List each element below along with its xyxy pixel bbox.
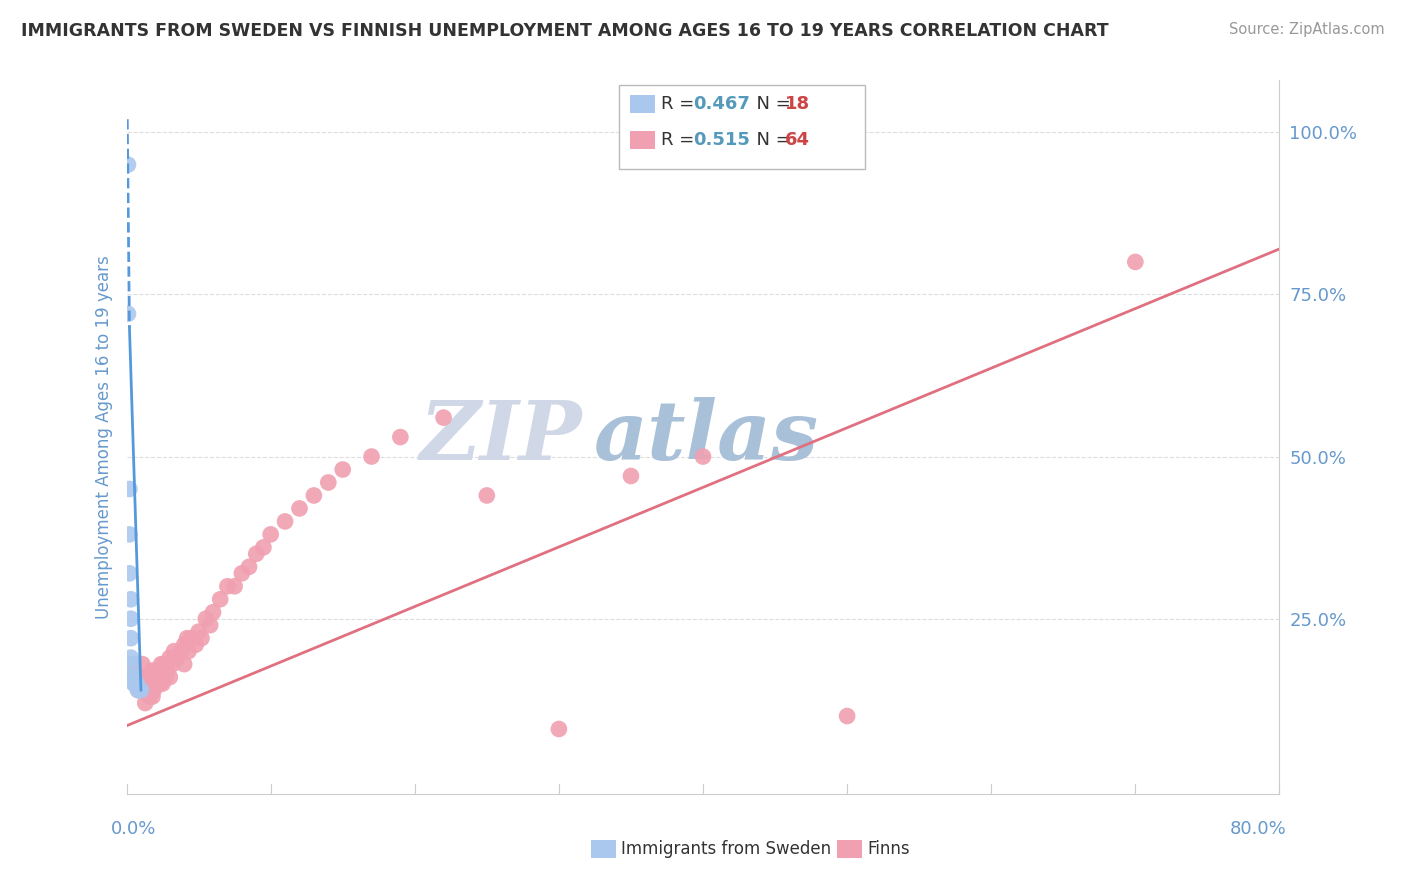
Point: [142, 683, 165, 698]
Point: [118, 482, 141, 496]
Point: [259, 527, 281, 541]
Point: [128, 683, 150, 698]
Point: [120, 592, 142, 607]
Point: [433, 410, 456, 425]
Point: [124, 676, 146, 690]
Point: [153, 657, 176, 672]
Point: [177, 644, 200, 658]
Text: ZIP: ZIP: [419, 397, 582, 477]
Text: Source: ZipAtlas.com: Source: ZipAtlas.com: [1229, 22, 1385, 37]
Point: [141, 664, 163, 678]
Point: [141, 690, 163, 704]
Text: 18: 18: [785, 95, 810, 113]
Point: [194, 612, 217, 626]
Point: [238, 559, 260, 574]
Point: [217, 579, 239, 593]
Point: [155, 670, 177, 684]
Point: [360, 450, 382, 464]
Point: [127, 683, 149, 698]
Text: R =: R =: [661, 95, 700, 113]
Point: [129, 683, 152, 698]
Y-axis label: Unemployment Among Ages 16 to 19 years: Unemployment Among Ages 16 to 19 years: [94, 255, 112, 619]
Text: N =: N =: [745, 131, 797, 149]
Point: [132, 683, 155, 698]
Point: [138, 690, 160, 704]
Point: [117, 158, 139, 172]
Point: [136, 670, 159, 684]
Point: [176, 631, 198, 645]
Point: [173, 638, 195, 652]
Text: 0.467: 0.467: [693, 95, 749, 113]
Point: [150, 657, 173, 672]
Point: [152, 676, 174, 690]
Text: 80.0%: 80.0%: [1230, 820, 1286, 838]
Point: [121, 670, 143, 684]
Text: R =: R =: [661, 131, 700, 149]
Point: [156, 664, 179, 678]
Text: N =: N =: [745, 95, 797, 113]
Text: 0.0%: 0.0%: [111, 820, 156, 838]
Text: atlas: atlas: [593, 397, 818, 477]
Point: [389, 430, 412, 444]
Point: [136, 683, 159, 698]
Point: [475, 488, 498, 502]
Point: [620, 469, 643, 483]
Text: Finns: Finns: [868, 840, 910, 858]
Point: [117, 307, 139, 321]
Point: [118, 566, 141, 581]
Point: [548, 722, 571, 736]
Point: [148, 664, 170, 678]
Point: [145, 664, 166, 678]
Point: [198, 618, 221, 632]
Point: [146, 676, 169, 690]
Point: [202, 605, 225, 619]
Point: [209, 592, 232, 607]
Point: [170, 644, 193, 658]
Point: [231, 566, 253, 581]
Point: [134, 670, 156, 684]
Point: [190, 631, 212, 645]
Point: [122, 676, 145, 690]
Point: [163, 644, 186, 658]
Point: [125, 676, 148, 690]
Point: [149, 676, 172, 690]
Point: [835, 709, 858, 723]
Point: [274, 515, 297, 529]
Point: [692, 450, 714, 464]
Point: [318, 475, 340, 490]
Point: [120, 631, 142, 645]
Point: [252, 541, 274, 555]
Point: [122, 670, 145, 684]
Text: IMMIGRANTS FROM SWEDEN VS FINNISH UNEMPLOYMENT AMONG AGES 16 TO 19 YEARS CORRELA: IMMIGRANTS FROM SWEDEN VS FINNISH UNEMPL…: [21, 22, 1109, 40]
Text: 64: 64: [785, 131, 810, 149]
Point: [162, 657, 184, 672]
Point: [159, 670, 181, 684]
Point: [121, 657, 143, 672]
Point: [166, 650, 188, 665]
Point: [184, 638, 207, 652]
Point: [288, 501, 311, 516]
Point: [187, 624, 209, 639]
Point: [134, 696, 156, 710]
Point: [159, 650, 181, 665]
Text: 0.515: 0.515: [693, 131, 749, 149]
Point: [118, 527, 141, 541]
Point: [128, 670, 150, 684]
Point: [122, 657, 145, 672]
Point: [332, 462, 354, 476]
Point: [139, 670, 162, 684]
Text: Immigrants from Sweden: Immigrants from Sweden: [621, 840, 831, 858]
Point: [1125, 255, 1147, 269]
Point: [135, 670, 157, 684]
Point: [129, 683, 152, 698]
Point: [120, 612, 142, 626]
Point: [131, 657, 153, 672]
Point: [127, 683, 149, 698]
Point: [245, 547, 267, 561]
Point: [180, 631, 202, 645]
Point: [302, 488, 325, 502]
Point: [120, 650, 142, 665]
Point: [173, 657, 195, 672]
Point: [224, 579, 246, 593]
